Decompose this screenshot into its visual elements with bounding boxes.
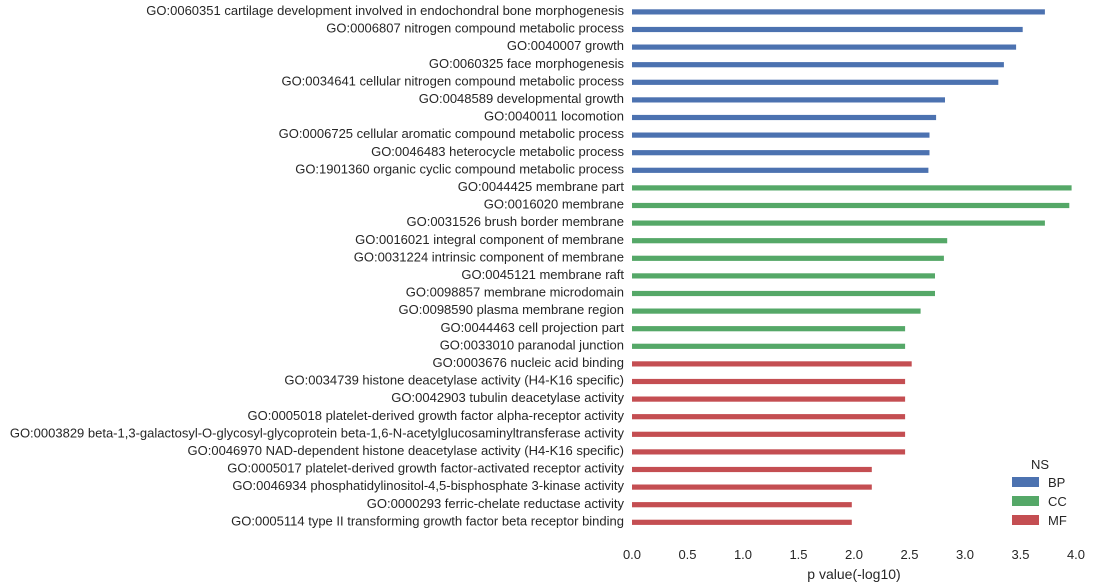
category-label: GO:0098857 membrane microdomain	[406, 285, 624, 300]
bar-bp	[632, 132, 930, 138]
legend-label-mf: MF	[1048, 513, 1067, 528]
category-label: GO:0005018 platelet-derived growth facto…	[248, 408, 625, 423]
x-axis-ticks: 0.0 0.5 1.0 1.5 2.0 2.5 3.0 3.5 4.0	[623, 547, 1085, 562]
bar-bp	[632, 44, 1017, 50]
category-label: GO:0006725 cellular aromatic compound me…	[279, 126, 625, 141]
bar-mf	[632, 466, 872, 473]
bar-mf	[632, 449, 906, 455]
bar-cc	[632, 343, 906, 349]
bar-cc	[632, 238, 948, 244]
bar-bp	[632, 26, 1023, 33]
x-tick-label: 0.0	[623, 547, 641, 562]
x-tick-label: 1.0	[734, 547, 752, 562]
legend-entries: BP CC MF	[1012, 475, 1067, 528]
bar-mf	[632, 484, 872, 490]
category-label: GO:0031526 brush border membrane	[406, 214, 624, 229]
category-label: GO:0060325 face morphogenesis	[429, 56, 625, 71]
category-label: GO:0005114 type II transforming growth f…	[231, 513, 624, 528]
x-tick-label: 4.0	[1067, 547, 1085, 562]
bar-mf	[632, 431, 906, 437]
bar-mf	[632, 361, 912, 367]
legend-title: NS	[1031, 457, 1049, 472]
category-label: GO:0046483 heterocycle metabolic process	[371, 144, 624, 159]
bar-cc	[632, 308, 921, 314]
legend-swatch-mf	[1012, 515, 1039, 525]
category-label: GO:0040007 growth	[507, 38, 624, 53]
x-tick-label: 2.5	[900, 547, 918, 562]
x-axis-label: p value(-log10)	[807, 566, 900, 582]
legend: NS BP CC MF	[1012, 457, 1067, 528]
category-label: GO:0045121 membrane raft	[461, 267, 624, 282]
bar-bp	[632, 150, 930, 156]
legend-swatch-cc	[1012, 496, 1039, 506]
category-label: GO:0016021 integral component of membran…	[355, 232, 624, 247]
category-label: GO:0006807 nitrogen compound metabolic p…	[326, 21, 624, 36]
category-label: GO:0046934 phosphatidylinositol-4,5-bisp…	[232, 478, 624, 493]
bar-mf	[632, 414, 906, 420]
bar-bp	[632, 114, 937, 121]
category-label: GO:0005017 platelet-derived growth facto…	[227, 461, 624, 476]
bar-bp	[632, 62, 1004, 68]
x-tick-label: 1.5	[789, 547, 807, 562]
bars-layer	[632, 9, 1072, 525]
category-labels: GO:0060351 cartilage development involve…	[10, 3, 625, 528]
category-label: GO:0046970 NAD-dependent histone deacety…	[188, 443, 624, 458]
bar-mf	[632, 502, 852, 508]
category-label: GO:0060351 cartilage development involve…	[146, 3, 624, 18]
category-label: GO:1901360 organic cyclic compound metab…	[295, 161, 624, 176]
category-label: GO:0044425 membrane part	[458, 179, 625, 194]
category-label: GO:0040011 locomotion	[484, 109, 624, 124]
bar-mf	[632, 378, 906, 385]
category-label: GO:0003676 nucleic acid binding	[432, 355, 624, 370]
bar-cc	[632, 185, 1072, 191]
category-label: GO:0098590 plasma membrane region	[399, 302, 624, 317]
legend-label-bp: BP	[1048, 475, 1065, 490]
category-label: GO:0044463 cell projection part	[440, 320, 624, 335]
category-label: GO:0033010 paranodal junction	[440, 337, 624, 352]
x-tick-label: 2.0	[845, 547, 863, 562]
category-label: GO:0003829 beta-1,3-galactosyl-O-glycosy…	[10, 425, 625, 440]
category-label: GO:0000293 ferric-chelate reductase acti…	[367, 496, 625, 511]
category-label: GO:0031224 intrinsic component of membra…	[354, 249, 624, 264]
x-tick-label: 3.5	[1011, 547, 1029, 562]
bar-cc	[632, 255, 944, 261]
bar-cc	[632, 202, 1070, 209]
bar-mf	[632, 519, 852, 525]
bar-cc	[632, 273, 935, 279]
bar-bp	[632, 97, 945, 103]
bar-cc	[632, 220, 1045, 226]
bar-mf	[632, 396, 906, 402]
bar-cc	[632, 326, 906, 332]
bar-cc	[632, 290, 935, 297]
category-label: GO:0042903 tubulin deacetylase activity	[391, 390, 624, 405]
category-label: GO:0048589 developmental growth	[419, 91, 624, 106]
bar-bp	[632, 167, 929, 173]
category-label: GO:0016020 membrane	[484, 197, 624, 212]
bar-bp	[632, 9, 1045, 15]
legend-label-cc: CC	[1048, 494, 1067, 509]
legend-swatch-bp	[1012, 477, 1039, 487]
x-tick-label: 0.5	[678, 547, 696, 562]
category-label: GO:0034739 histone deacetylase activity …	[284, 373, 624, 388]
x-tick-label: 3.0	[956, 547, 974, 562]
category-label: GO:0034641 cellular nitrogen compound me…	[281, 73, 624, 88]
bar-bp	[632, 79, 999, 85]
